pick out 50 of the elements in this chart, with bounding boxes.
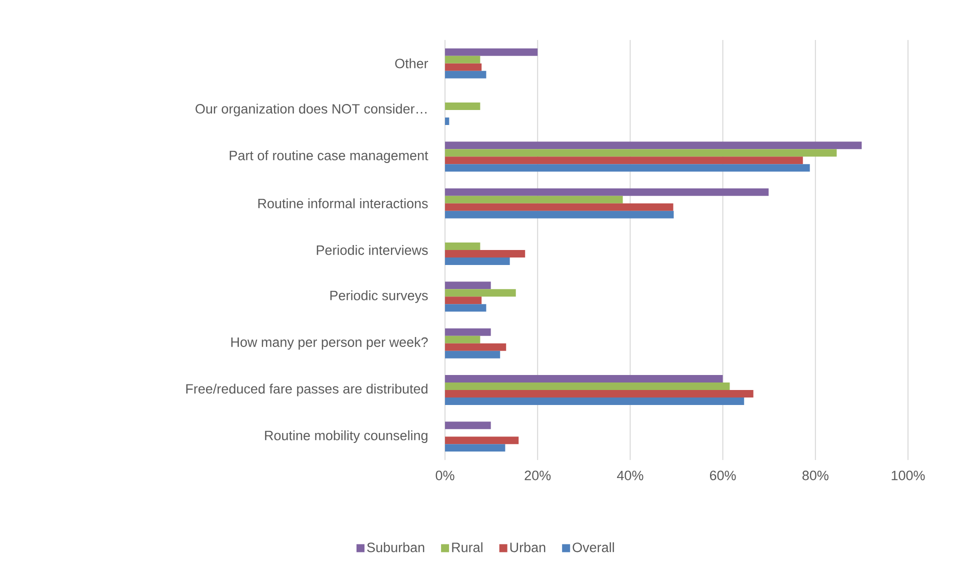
y-tick-label: Our organization does NOT consider… [196, 104, 426, 116]
y-tick-label: Part of routine case management [230, 150, 428, 163]
y-tick-label: Routine informal interactions [258, 198, 428, 208]
y-tick-label: Other [395, 58, 428, 68]
bar [445, 374, 723, 382]
bar [445, 142, 862, 150]
bar [445, 390, 754, 398]
legend-label: Urban [510, 542, 546, 552]
y-tick-label: Periodic surveys [330, 290, 428, 303]
x-tick-label: 0% [436, 470, 454, 480]
bar [445, 102, 480, 110]
bar [445, 164, 810, 172]
bar [445, 70, 486, 78]
bar [445, 289, 516, 297]
bar [445, 328, 491, 336]
bar [445, 210, 674, 218]
bar [445, 196, 623, 204]
legend-label: Suburban [367, 542, 424, 552]
bar [445, 257, 510, 265]
bar [445, 48, 538, 56]
bar [445, 350, 500, 358]
x-tick-label: 100% [892, 470, 925, 480]
bar [445, 63, 482, 71]
bar [445, 343, 506, 351]
bar [445, 149, 837, 157]
bar [445, 422, 491, 430]
bar [445, 56, 480, 64]
bar [445, 397, 744, 405]
bar [445, 188, 769, 196]
bar [445, 156, 803, 164]
x-tick-label: 20% [524, 470, 551, 480]
y-tick-label: Periodic interviews [316, 245, 428, 255]
x-tick-label: 60% [710, 470, 736, 480]
bar [445, 203, 674, 211]
legend-label: Rural [452, 542, 482, 552]
y-tick-label: How many per person per week? [231, 337, 428, 350]
bar [445, 296, 482, 304]
bar [445, 304, 486, 312]
legend-label: Overall [572, 542, 614, 552]
bar [445, 242, 480, 250]
bar [445, 282, 491, 290]
bar [445, 382, 730, 390]
bar [445, 444, 506, 452]
y-tick-label: Free/reduced fare passes are distributed [186, 384, 428, 396]
bar [445, 436, 519, 444]
x-tick-label: 40% [617, 470, 644, 480]
x-tick-label: 80% [802, 470, 828, 480]
y-tick-label: Routine mobility counseling [265, 430, 428, 443]
bar [445, 336, 480, 344]
bar [445, 250, 526, 258]
